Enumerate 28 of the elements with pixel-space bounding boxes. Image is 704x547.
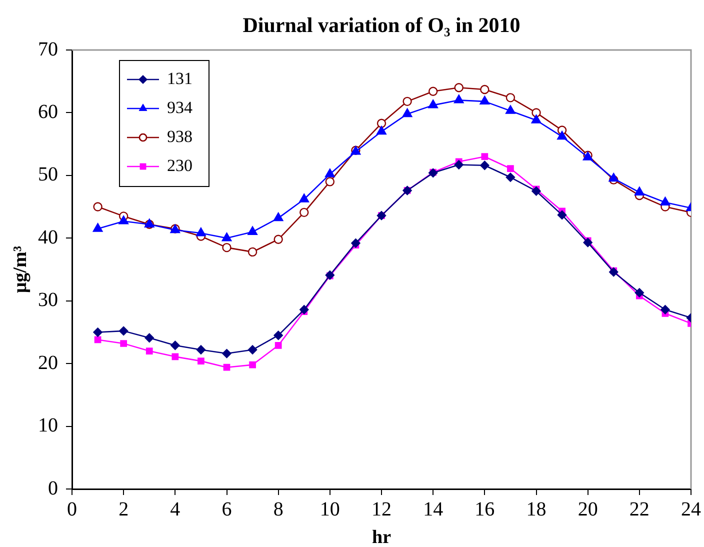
x-tick-label: 4 [170, 498, 180, 520]
legend-label: 938 [167, 126, 192, 146]
x-tick-label: 0 [67, 498, 77, 520]
legend-label: 230 [167, 156, 192, 175]
x-tick-label: 24 [681, 498, 701, 520]
x-tick-label: 16 [474, 498, 495, 520]
chart-title: Diurnal variation of O₃ in 2010 [242, 13, 520, 37]
y-tick-label: 60 [38, 100, 58, 123]
x-tick-label: 8 [273, 498, 284, 520]
y-tick-label: 30 [38, 289, 58, 312]
y-tick-label: 0 [48, 477, 58, 500]
y-tick-label: 20 [38, 352, 58, 374]
x-tick-label: 2 [118, 498, 129, 520]
x-tick-label: 18 [526, 498, 546, 520]
x-tick-label: 6 [222, 498, 232, 520]
legend-label: 131 [167, 68, 192, 88]
x-tick-label: 10 [320, 498, 340, 520]
y-tick-label: 10 [38, 414, 58, 437]
x-tick-label: 14 [423, 498, 444, 520]
x-axis-title: hr [372, 527, 392, 547]
y-tick-label: 40 [38, 226, 58, 248]
x-tick-label: 12 [372, 498, 392, 520]
y-axis-title: μg/m³ [10, 246, 31, 294]
y-tick-label: 50 [38, 164, 58, 186]
legend-label: 934 [167, 98, 193, 117]
x-tick-label: 22 [629, 498, 650, 520]
y-tick-label: 70 [38, 38, 58, 60]
x-tick-label: 20 [578, 498, 598, 520]
